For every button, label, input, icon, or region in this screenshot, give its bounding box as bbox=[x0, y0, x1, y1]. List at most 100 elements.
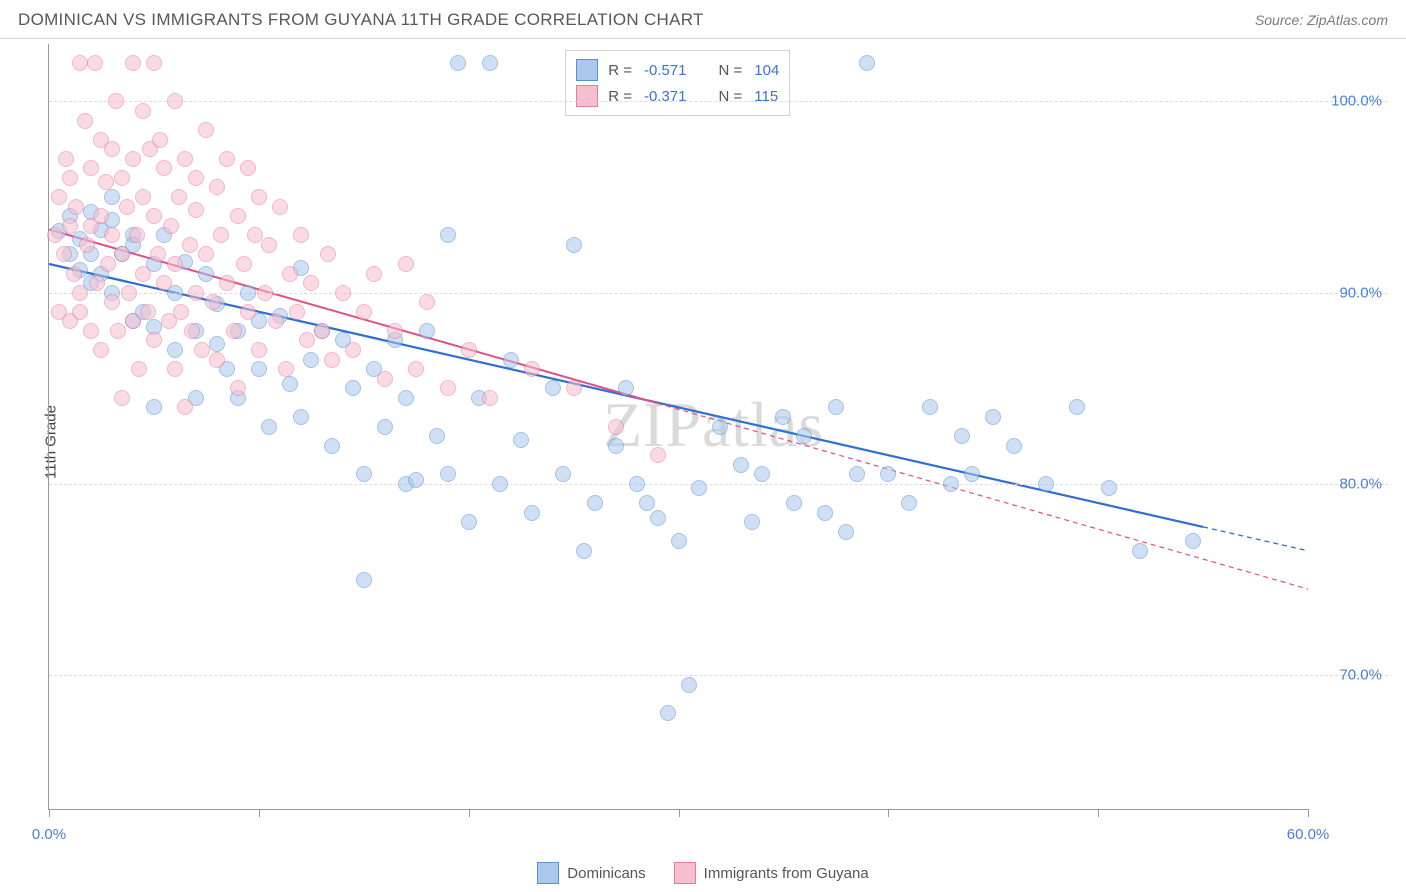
scatter-point bbox=[177, 399, 193, 415]
scatter-point bbox=[492, 476, 508, 492]
scatter-point bbox=[194, 342, 210, 358]
scatter-point bbox=[545, 380, 561, 396]
scatter-point bbox=[838, 524, 854, 540]
scatter-point bbox=[209, 179, 225, 195]
scatter-point bbox=[66, 266, 82, 282]
scatter-point bbox=[408, 472, 424, 488]
scatter-point bbox=[62, 218, 78, 234]
scatter-point bbox=[198, 266, 214, 282]
scatter-point bbox=[954, 428, 970, 444]
scatter-point bbox=[68, 199, 84, 215]
x-tick bbox=[888, 809, 889, 817]
scatter-point bbox=[629, 476, 645, 492]
scatter-point bbox=[440, 380, 456, 396]
scatter-point bbox=[62, 170, 78, 186]
scatter-point bbox=[83, 323, 99, 339]
scatter-point bbox=[209, 336, 225, 352]
scatter-point bbox=[555, 466, 571, 482]
scatter-point bbox=[440, 466, 456, 482]
scatter-point bbox=[775, 409, 791, 425]
scatter-point bbox=[251, 189, 267, 205]
correlation-stats-box: R = -0.571 N = 104 R = -0.371 N = 115 bbox=[565, 50, 790, 116]
scatter-point bbox=[146, 399, 162, 415]
scatter-point bbox=[639, 495, 655, 511]
scatter-point bbox=[240, 304, 256, 320]
n-label: N = bbox=[719, 62, 743, 79]
scatter-point bbox=[324, 438, 340, 454]
scatter-point bbox=[566, 237, 582, 253]
scatter-point bbox=[188, 285, 204, 301]
scatter-point bbox=[188, 202, 204, 218]
scatter-point bbox=[278, 361, 294, 377]
scatter-point bbox=[219, 275, 235, 291]
gridline bbox=[49, 484, 1388, 485]
scatter-point bbox=[114, 170, 130, 186]
scatter-point bbox=[140, 304, 156, 320]
scatter-point bbox=[618, 380, 634, 396]
source-attribution: Source: ZipAtlas.com bbox=[1255, 12, 1388, 28]
chart-title: DOMINICAN VS IMMIGRANTS FROM GUYANA 11TH… bbox=[18, 10, 704, 30]
scatter-point bbox=[786, 495, 802, 511]
scatter-point bbox=[419, 294, 435, 310]
trend-lines-layer bbox=[49, 44, 1308, 809]
scatter-point bbox=[299, 332, 315, 348]
scatter-point bbox=[152, 132, 168, 148]
scatter-point bbox=[156, 160, 172, 176]
scatter-point bbox=[398, 256, 414, 272]
scatter-point bbox=[335, 285, 351, 301]
scatter-point bbox=[324, 352, 340, 368]
x-tick bbox=[679, 809, 680, 817]
scatter-point bbox=[150, 246, 166, 262]
bottom-legend: Dominicans Immigrants from Guyana bbox=[0, 862, 1406, 884]
scatter-point bbox=[72, 55, 88, 71]
y-tick-label: 80.0% bbox=[1339, 475, 1382, 492]
scatter-point bbox=[108, 93, 124, 109]
scatter-point bbox=[268, 313, 284, 329]
scatter-point bbox=[985, 409, 1001, 425]
scatter-point bbox=[660, 705, 676, 721]
scatter-point bbox=[219, 151, 235, 167]
scatter-point bbox=[146, 55, 162, 71]
scatter-point bbox=[691, 480, 707, 496]
scatter-point bbox=[377, 371, 393, 387]
scatter-point bbox=[261, 419, 277, 435]
scatter-point bbox=[177, 151, 193, 167]
scatter-point bbox=[796, 428, 812, 444]
scatter-point bbox=[671, 533, 687, 549]
scatter-point bbox=[104, 189, 120, 205]
x-tick bbox=[259, 809, 260, 817]
scatter-point bbox=[182, 237, 198, 253]
scatter-point bbox=[608, 419, 624, 435]
legend-label-dominicans: Dominicans bbox=[567, 865, 645, 882]
scatter-point bbox=[104, 294, 120, 310]
scatter-point bbox=[188, 170, 204, 186]
scatter-point bbox=[56, 246, 72, 262]
scatter-point bbox=[1101, 480, 1117, 496]
scatter-point bbox=[576, 543, 592, 559]
scatter-point bbox=[712, 419, 728, 435]
scatter-point bbox=[167, 342, 183, 358]
scatter-point bbox=[125, 151, 141, 167]
scatter-point bbox=[849, 466, 865, 482]
scatter-point bbox=[461, 342, 477, 358]
scatter-point bbox=[450, 55, 466, 71]
scatter-point bbox=[524, 505, 540, 521]
scatter-point bbox=[681, 677, 697, 693]
scatter-point bbox=[173, 304, 189, 320]
scatter-point bbox=[261, 237, 277, 253]
scatter-point bbox=[135, 189, 151, 205]
scatter-point bbox=[608, 438, 624, 454]
scatter-point bbox=[387, 323, 403, 339]
scatter-point bbox=[901, 495, 917, 511]
scatter-point bbox=[320, 246, 336, 262]
x-tick bbox=[469, 809, 470, 817]
scatter-point bbox=[121, 285, 137, 301]
stats-row-dominicans: R = -0.571 N = 104 bbox=[576, 57, 779, 83]
y-tick-label: 100.0% bbox=[1331, 93, 1382, 110]
scatter-point bbox=[51, 189, 67, 205]
scatter-point bbox=[110, 323, 126, 339]
r-value-dominicans: -0.571 bbox=[644, 62, 687, 79]
x-tick bbox=[1098, 809, 1099, 817]
scatter-point bbox=[1185, 533, 1201, 549]
scatter-point bbox=[461, 514, 477, 530]
